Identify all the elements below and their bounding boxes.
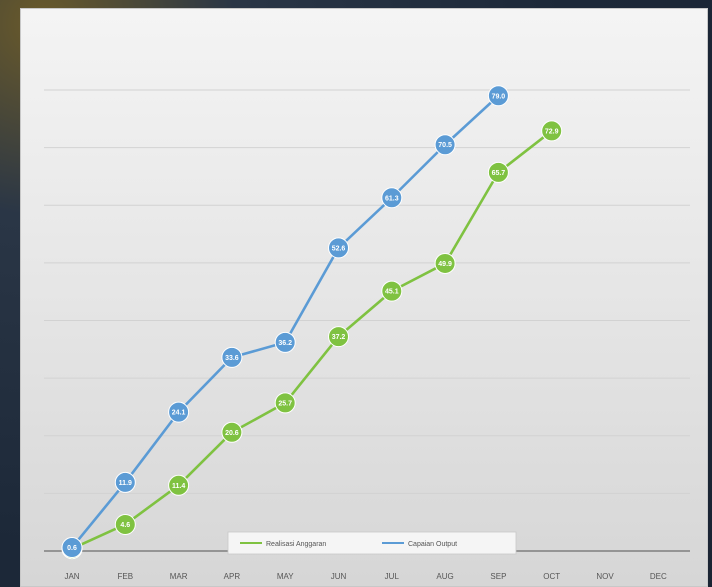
data-point xyxy=(487,85,509,107)
data-point xyxy=(328,326,349,348)
data-label: 65.7 xyxy=(492,170,506,177)
x-tick-label: SEP xyxy=(490,572,506,581)
data-label: 70.5 xyxy=(438,142,452,149)
data-point xyxy=(114,513,136,535)
data-label: 36.2 xyxy=(278,340,292,347)
series-lines xyxy=(70,94,553,550)
x-tick-label: JUL xyxy=(385,572,400,581)
chart-panel xyxy=(20,8,708,587)
gridlines xyxy=(44,89,690,494)
data-label: 11.4 xyxy=(172,483,185,490)
data-point xyxy=(381,280,403,302)
x-tick-label: APR xyxy=(224,572,241,581)
x-tick-label: JAN xyxy=(64,572,79,581)
data-point xyxy=(274,331,296,353)
data-label: 49.9 xyxy=(438,261,452,268)
data-points: 0.44.611.420.625.737.245.149.965.772.90.… xyxy=(61,85,563,560)
data-label: 25.7 xyxy=(278,400,292,407)
x-tick-label: NOV xyxy=(596,572,614,581)
legend-box xyxy=(227,531,517,555)
x-tick-label: OCT xyxy=(543,572,560,581)
data-label: 52.6 xyxy=(332,245,346,252)
data-label: 72.9 xyxy=(545,128,559,135)
x-tick-label: JUN xyxy=(331,572,347,581)
x-axis-ticks: JAN FEB MAR APR MAY JUN JUL AUG SEP OCT NOV DEC xyxy=(64,572,667,581)
data-point xyxy=(328,237,349,259)
data-label: 11.9 xyxy=(119,480,132,487)
data-point xyxy=(61,537,83,559)
data-label: 33.6 xyxy=(225,355,239,362)
data-label: 24.1 xyxy=(172,410,186,417)
data-point xyxy=(114,471,136,493)
x-tick-label: MAY xyxy=(277,572,294,581)
x-tick-label: AUG xyxy=(436,572,453,581)
data-point xyxy=(221,421,243,443)
data-point xyxy=(274,392,296,414)
legend-label-capaian: Capaian Output xyxy=(408,541,457,548)
data-point xyxy=(434,134,456,156)
data-label: 37.2 xyxy=(332,334,346,341)
x-tick-label: MAR xyxy=(170,572,188,581)
x-tick-label: FEB xyxy=(118,572,134,581)
data-point xyxy=(221,346,243,368)
data-point xyxy=(381,187,403,209)
legend: Realisasi Anggaran Capaian Output xyxy=(227,531,517,555)
data-label: 61.3 xyxy=(385,195,399,202)
data-point xyxy=(168,474,190,496)
data-label: 45.1 xyxy=(385,289,399,296)
series-line xyxy=(71,129,553,550)
data-label: 4.6 xyxy=(120,522,130,529)
data-point xyxy=(487,161,509,183)
data-point xyxy=(168,401,190,423)
series-line xyxy=(70,94,500,549)
data-label: 20.6 xyxy=(225,430,239,437)
data-label: 79.0 xyxy=(492,93,506,100)
legend-label-realisasi: Realisasi Anggaran xyxy=(266,541,326,548)
data-label: 0.6 xyxy=(67,545,77,552)
data-point xyxy=(434,252,456,274)
data-point xyxy=(541,120,563,142)
x-tick-label: DEC xyxy=(650,572,667,581)
